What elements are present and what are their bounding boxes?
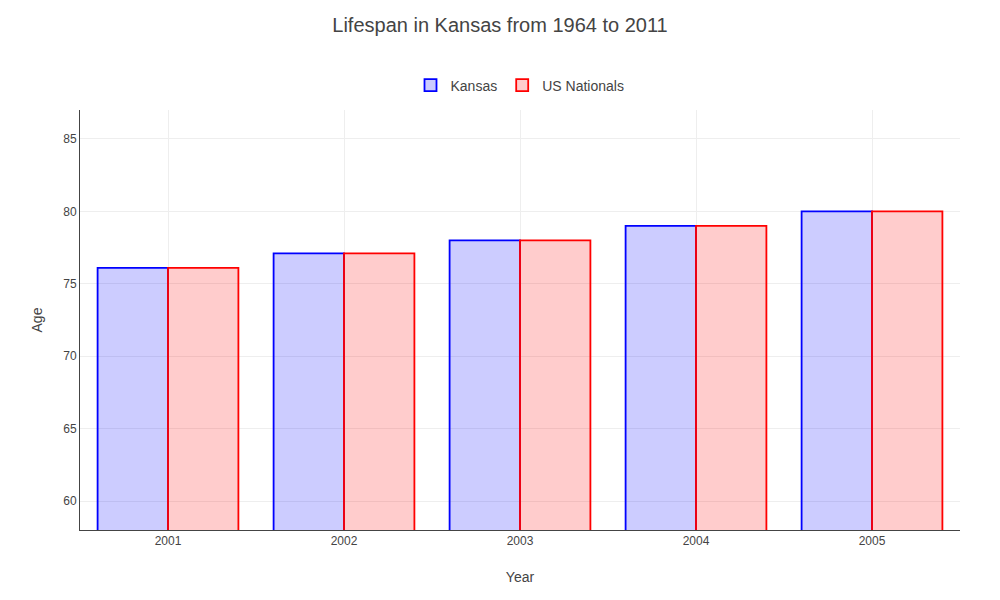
- svg-text:2002: 2002: [331, 534, 358, 548]
- svg-text:75: 75: [63, 277, 77, 291]
- svg-text:Lifespan in Kansas from 1964 t: Lifespan in Kansas from 1964 to 2011: [332, 14, 667, 36]
- svg-text:Kansas: Kansas: [451, 78, 498, 94]
- svg-text:2001: 2001: [155, 534, 182, 548]
- svg-text:2005: 2005: [859, 534, 886, 548]
- svg-text:2003: 2003: [507, 534, 534, 548]
- svg-text:2004: 2004: [683, 534, 710, 548]
- svg-text:80: 80: [63, 205, 77, 219]
- svg-text:70: 70: [63, 349, 77, 363]
- svg-text:Year: Year: [506, 569, 535, 585]
- svg-text:60: 60: [63, 494, 77, 508]
- svg-text:85: 85: [63, 132, 77, 146]
- svg-text:Age: Age: [29, 307, 45, 332]
- svg-text:US Nationals: US Nationals: [542, 78, 624, 94]
- svg-text:65: 65: [63, 422, 77, 436]
